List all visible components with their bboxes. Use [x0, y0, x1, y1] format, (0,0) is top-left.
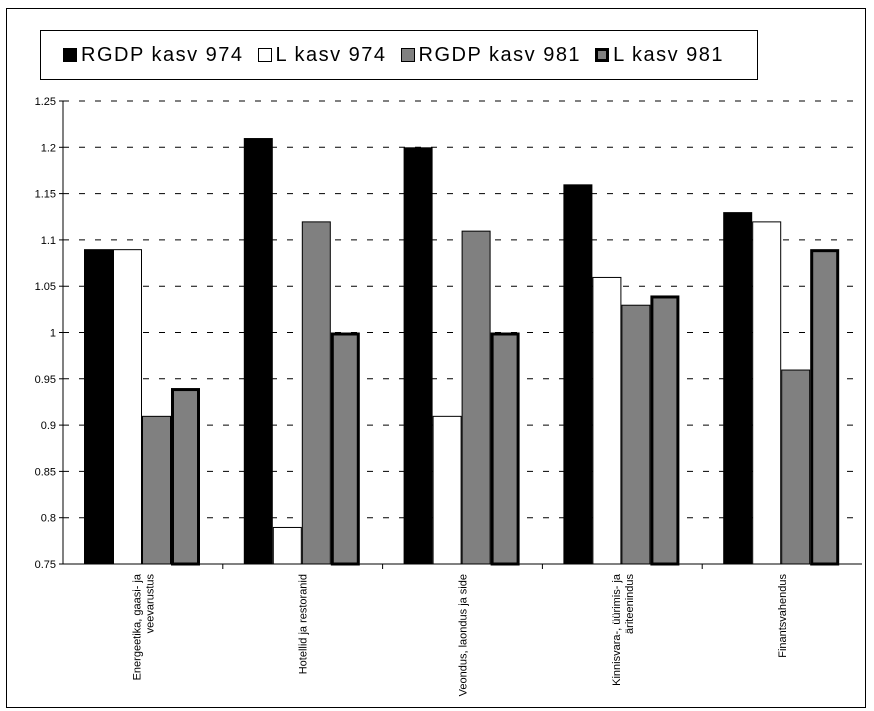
bar-1-cat-4 [563, 184, 593, 565]
legend-swatch-l-974 [257, 48, 272, 62]
category-label-3: Veondus, laondus ja side [458, 574, 470, 696]
y-tick-label-1.05: 1.05 [35, 281, 56, 293]
y-tick-label-0.9: 0.9 [41, 420, 56, 432]
bar-3-cat-5 [781, 369, 811, 565]
legend: RGDP kasv 974 L kasv 974 RGDP kasv 981 L… [40, 30, 758, 80]
bar-3-cat-1 [142, 415, 171, 565]
bar-1-cat-5 [723, 212, 753, 565]
category-label-5: Finantsvahendus [777, 574, 789, 658]
category-label-2: Hotellid ja restoranid [298, 574, 310, 674]
legend-swatch-l-981 [595, 48, 610, 62]
y-tick-label-1.15: 1.15 [35, 189, 56, 201]
bar-2-cat-1 [113, 249, 142, 565]
legend-label-rgdp-974: RGDP kasv 974 [81, 43, 244, 66]
legend-swatch-rgdp-981 [400, 48, 415, 62]
y-tick-label-1.25: 1.25 [35, 96, 56, 108]
y-tick-label-1.2: 1.2 [41, 142, 56, 154]
category-label-line: veevarustus [144, 574, 156, 634]
bar-4-cat-3 [490, 332, 520, 566]
bar-4-cat-5 [810, 249, 840, 566]
category-label-4: Kinnisvara-, üürimis- jaäriteenindus [611, 573, 636, 686]
bar-1-cat-2 [243, 138, 273, 565]
y-tick-label-0.8: 0.8 [41, 513, 56, 525]
category-label-line: Finantsvahendus [777, 574, 789, 658]
bar-4-cat-4 [650, 295, 680, 566]
category-label-line: Kinnisvara-, üürimis- ja [611, 573, 623, 686]
category-label-line: Energeetika, gaasi- ja [131, 573, 143, 680]
bar-3-cat-2 [301, 221, 331, 565]
bar-2-cat-3 [432, 415, 462, 565]
y-tick-label-1: 1 [50, 328, 56, 340]
y-tick-label-0.85: 0.85 [35, 466, 56, 478]
bar-4-cat-1 [171, 388, 200, 566]
legend-item-l-981: L kasv 981 [595, 44, 724, 67]
bar-4-cat-2 [330, 332, 360, 566]
y-tick-label-0.75: 0.75 [35, 559, 56, 571]
legend-label-l-974: L kasv 974 [275, 43, 387, 66]
category-label-line: Hotellid ja restoranid [298, 574, 310, 674]
legend-item-l-974: L kasv 974 [257, 43, 387, 67]
category-label-1: Energeetika, gaasi- javeevarustus [131, 573, 156, 680]
legend-item-rgdp-974: RGDP kasv 974 [63, 44, 244, 67]
legend-label-l-981: L kasv 981 [613, 43, 725, 66]
bar-3-cat-4 [621, 304, 651, 565]
bar-1-cat-3 [403, 147, 433, 565]
y-tick-label-0.95: 0.95 [35, 374, 56, 386]
category-label-line: äriteenindus [624, 574, 636, 634]
legend-item-rgdp-981: RGDP kasv 981 [400, 43, 582, 67]
bar-2-cat-2 [272, 526, 302, 565]
category-label-line: Veondus, laondus ja side [458, 574, 470, 696]
legend-swatch-rgdp-974 [63, 48, 77, 62]
chart-frame [6, 8, 866, 708]
bar-2-cat-5 [752, 221, 782, 565]
bar-2-cat-4 [592, 276, 622, 565]
legend-label-rgdp-981: RGDP kasv 981 [418, 43, 582, 66]
y-tick-label-1.1: 1.1 [41, 235, 56, 247]
bar-1-cat-1 [84, 249, 113, 565]
bar-3-cat-3 [461, 230, 491, 565]
